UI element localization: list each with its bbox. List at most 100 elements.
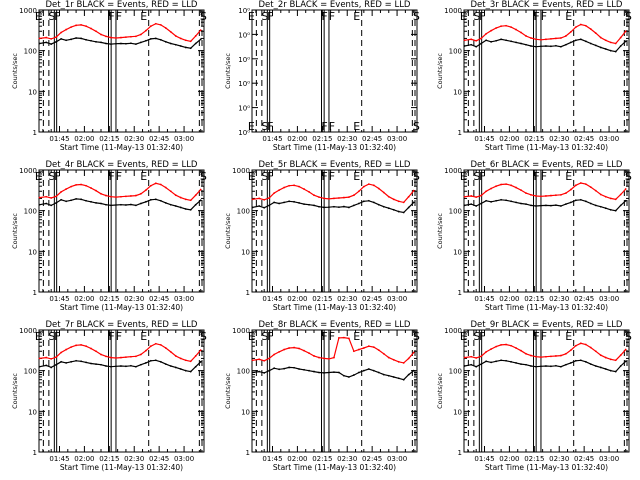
y-tick-label: 10 [28, 88, 37, 96]
plot-frame [38, 9, 205, 133]
lld-data-point [584, 183, 587, 186]
events-data-point [377, 371, 380, 374]
events-data-point [463, 365, 466, 367]
x-tick-label: 02:15 [312, 135, 332, 143]
lld-data-point [303, 349, 305, 352]
x-tick-label: 01:45 [262, 135, 282, 143]
x-tick-label: 02:00 [287, 295, 307, 303]
events-data-point [90, 200, 92, 203]
lld-data-point [90, 27, 92, 30]
lld-data-point [490, 348, 493, 350]
events-data-point [550, 45, 552, 48]
x-tick-label: 02:15 [524, 135, 544, 143]
y-tick-label: 1000 [19, 327, 37, 335]
events-data-point [154, 359, 157, 362]
event-label: E [35, 10, 42, 23]
lld-data-point [545, 38, 547, 41]
events-data-point [475, 365, 478, 368]
y-tick-label: 1 [458, 129, 462, 137]
x-tick-label: 01:45 [474, 135, 494, 143]
events-data-point [589, 42, 592, 45]
event-label: S [261, 120, 268, 133]
lld-data-point [599, 193, 602, 196]
events-data-point [115, 42, 117, 45]
event-label: E [248, 120, 255, 133]
lld-data-point [470, 195, 473, 197]
x-tick-label: 03:00 [387, 455, 407, 463]
lld-data-point [100, 33, 102, 36]
events-data-point [139, 41, 142, 44]
x-tick-label: 03:00 [387, 135, 407, 143]
event-label: E [35, 330, 42, 343]
y-tick-label: 1 [246, 449, 250, 457]
events-data-point [95, 40, 97, 43]
lld-data-point [164, 27, 167, 29]
lld-data-point [251, 359, 254, 362]
x-axis-label: Start Time (11-May-13 01:32:40) [485, 463, 608, 472]
events-data-point [347, 376, 350, 378]
y-tick-label: 1 [33, 129, 37, 137]
chart-title: Det_6r BLACK = Events, RED = LLD [471, 160, 623, 170]
lld-data-point [273, 192, 276, 195]
chart-title: Det_2r BLACK = Events, RED = LLD [259, 0, 411, 10]
lld-data-point [545, 195, 547, 197]
y-tick-label: 1000 [19, 7, 37, 15]
lld-data-point [470, 38, 473, 41]
events-data-point [45, 202, 48, 205]
event-label: F [321, 10, 327, 23]
events-data-point [599, 366, 602, 369]
event-label: E [353, 330, 360, 343]
event-label: S [200, 330, 207, 343]
events-data-point [323, 372, 325, 374]
events-data-point [352, 374, 355, 376]
lld-data-point [569, 30, 572, 33]
lld-data-point [599, 36, 602, 39]
events-data-point [159, 360, 162, 363]
y-tick-label: 10 [241, 408, 250, 416]
lld-data-point [179, 357, 182, 360]
events-data-point [367, 368, 370, 370]
lld-data-point [624, 188, 627, 190]
events-data-point [520, 42, 522, 45]
events-data-point [569, 41, 572, 44]
lld-data-point [594, 350, 597, 353]
lld-data-point [55, 36, 58, 39]
lld-data-point [624, 30, 627, 33]
lld-data-point [367, 183, 370, 186]
lld-data-point [169, 350, 172, 353]
events-data-point [463, 204, 466, 207]
lld-data-point [407, 357, 410, 360]
event-label: F [321, 330, 327, 343]
lld-data-point [194, 35, 197, 37]
event-label: S [261, 10, 268, 23]
event-label: S [413, 10, 420, 23]
lld-data-point [495, 185, 498, 188]
events-data-point [515, 41, 517, 44]
lld-data-point [584, 24, 587, 27]
events-data-point [362, 200, 365, 203]
events-data-point [510, 200, 512, 203]
x-tick-label: 02:30 [337, 295, 357, 303]
lld-data-point [154, 22, 157, 25]
events-data-point [475, 205, 478, 207]
lld-data-point [614, 198, 617, 201]
events-data-point [189, 47, 192, 50]
lld-data-point [367, 345, 370, 348]
lld-data-point [159, 24, 162, 26]
event-label: E [565, 10, 572, 23]
events-data-point [555, 44, 557, 47]
lld-data-point [505, 183, 507, 186]
event-label: S [625, 170, 632, 183]
lld-data-point [144, 189, 147, 192]
x-tick-label: 02:15 [312, 455, 332, 463]
event-label: F [54, 330, 60, 343]
lld-data-point [377, 187, 380, 190]
events-data-point [105, 365, 107, 367]
y-tick-label: 10 [28, 248, 37, 256]
lld-data-point [273, 353, 276, 356]
events-data-point [367, 199, 370, 202]
lld-series-line [39, 182, 202, 201]
events-data-point [149, 359, 152, 362]
lld-data-point [38, 357, 41, 360]
event-label: F [479, 170, 485, 183]
